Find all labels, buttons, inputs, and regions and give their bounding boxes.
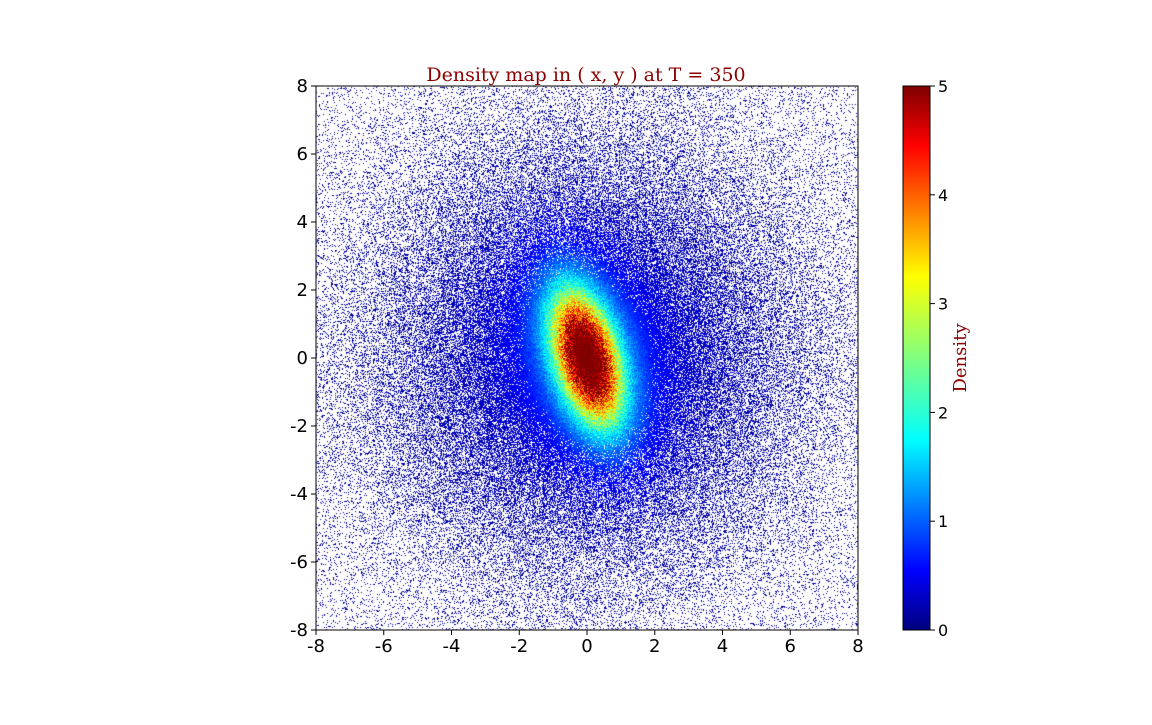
density-map-area xyxy=(316,86,858,630)
x-tick-label: -4 xyxy=(443,636,461,657)
colorbar-tick-label: 3 xyxy=(938,295,948,314)
x-tick-label: 0 xyxy=(581,636,592,657)
y-tick-label: 2 xyxy=(297,280,308,301)
x-tick-label: -6 xyxy=(375,636,393,657)
x-axis: -8 -6 -4 -2 0 2 4 6 8 xyxy=(307,630,864,657)
x-tick-label: 6 xyxy=(785,636,796,657)
y-axis: 8 6 4 2 0 -2 -4 -6 -8 xyxy=(290,76,316,641)
y-tick-label: 4 xyxy=(297,212,308,233)
colorbar xyxy=(902,85,931,631)
x-tick-label: -2 xyxy=(510,636,528,657)
density-heatmap xyxy=(316,86,858,630)
y-tick-label: 8 xyxy=(297,76,308,97)
x-tick-label: 8 xyxy=(852,636,863,657)
colorbar-axis: 0 1 2 3 4 5 xyxy=(930,77,948,640)
x-tick-label: 4 xyxy=(717,636,728,657)
colorbar-tick-label: 0 xyxy=(938,621,948,640)
x-tick-label: 2 xyxy=(649,636,660,657)
colorbar-tick-label: 4 xyxy=(938,186,948,205)
y-tick-label: -4 xyxy=(290,484,308,505)
x-tick-label: -8 xyxy=(307,636,325,657)
y-tick-label: 6 xyxy=(297,144,308,165)
y-tick-label: -8 xyxy=(290,620,308,641)
y-tick-label: -2 xyxy=(290,416,308,437)
y-tick-label: 0 xyxy=(297,348,308,369)
y-tick-label: -6 xyxy=(290,552,308,573)
colorbar-tick-label: 5 xyxy=(938,77,948,96)
colorbar-tick-label: 1 xyxy=(938,512,948,531)
colorbar-label: Density xyxy=(950,323,971,393)
chart-title: Density map in ( x, y ) at T = 350 xyxy=(426,64,745,86)
colorbar-tick-label: 2 xyxy=(938,403,948,422)
